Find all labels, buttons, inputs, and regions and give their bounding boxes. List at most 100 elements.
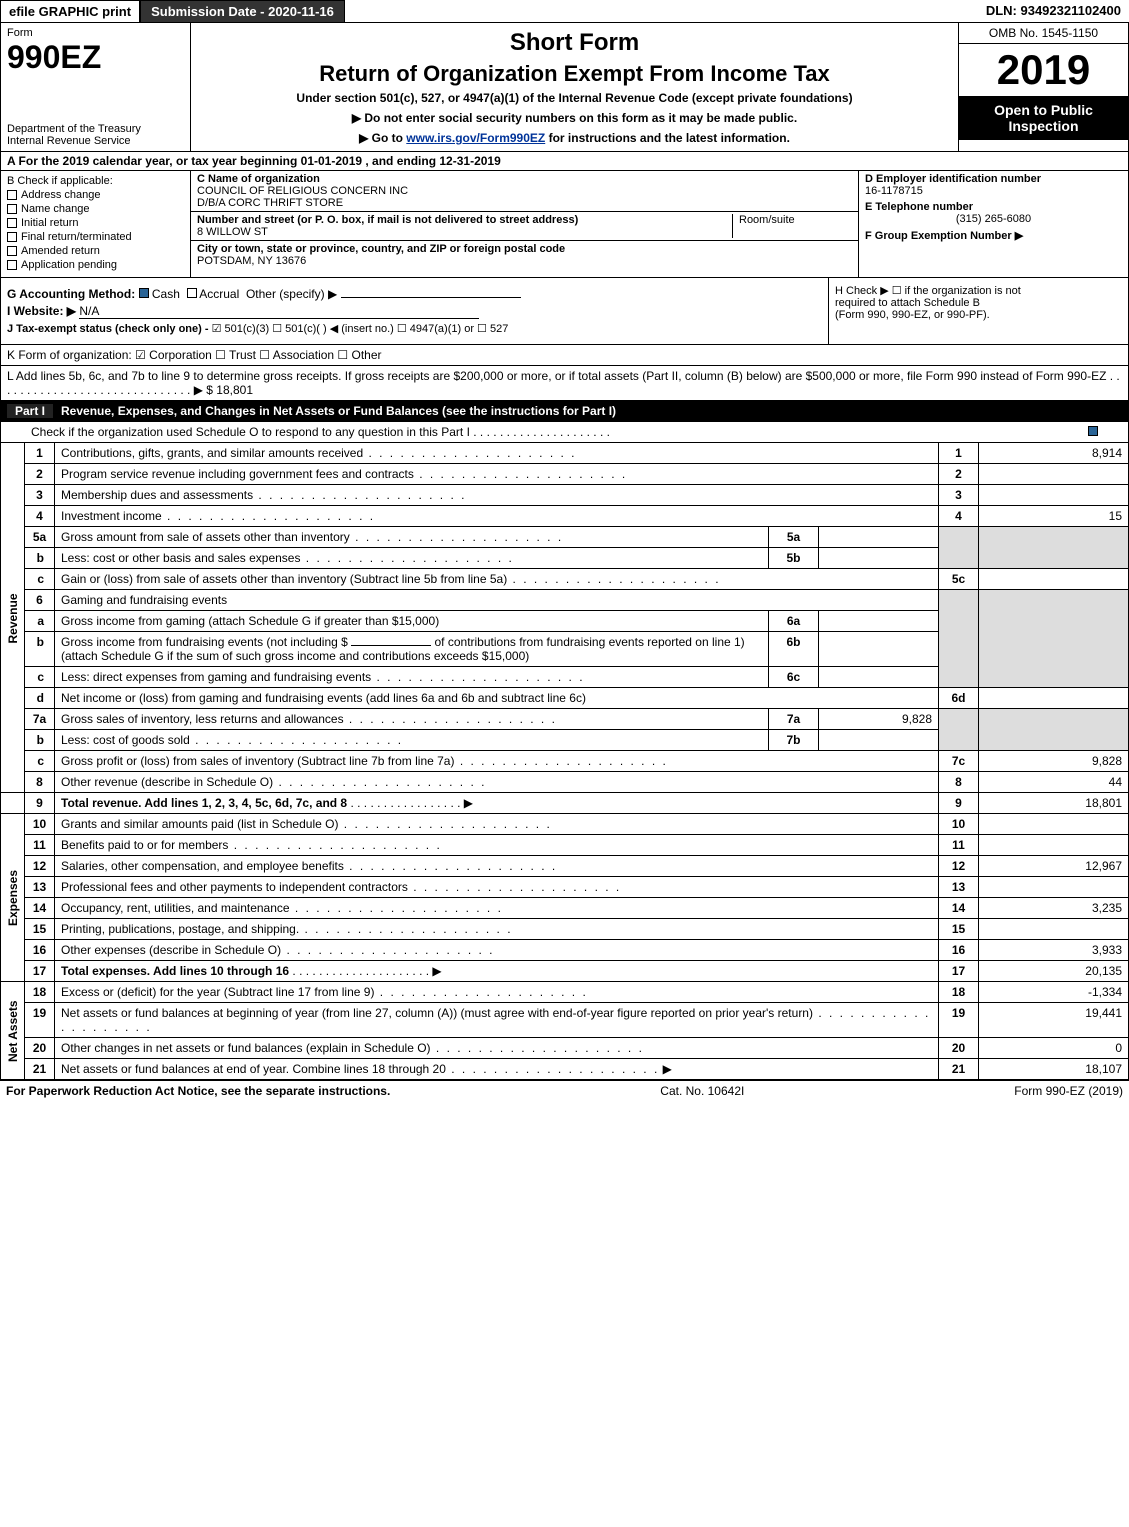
line-num: 13 <box>25 877 55 898</box>
row-l-text: L Add lines 5b, 6c, and 7b to line 9 to … <box>7 369 1120 397</box>
grey-cell <box>939 709 979 751</box>
line-num: 18 <box>25 982 55 1003</box>
checkbox-icon[interactable] <box>7 204 17 214</box>
line-rval: 12,967 <box>979 856 1129 877</box>
line-rnum: 11 <box>939 835 979 856</box>
line-sub: b <box>25 632 55 667</box>
line-7a: 7a Gross sales of inventory, less return… <box>1 709 1129 730</box>
g-col: G Accounting Method: Cash Accrual Other … <box>1 278 828 344</box>
line-desc: Program service revenue including govern… <box>61 467 627 481</box>
line-rnum: 21 <box>939 1059 979 1080</box>
line-20: 20 Other changes in net assets or fund b… <box>1 1038 1129 1059</box>
chk-initial-return[interactable]: Initial return <box>7 217 184 229</box>
line-num: 15 <box>25 919 55 940</box>
line-desc: Other revenue (describe in Schedule O) <box>61 775 486 789</box>
line-5c: c Gain or (loss) from sale of assets oth… <box>1 569 1129 590</box>
dln: DLN: 93492321102400 <box>978 0 1129 23</box>
chk-application-pending[interactable]: Application pending <box>7 259 184 271</box>
header-left: Form 990EZ Department of the Treasury In… <box>1 23 191 151</box>
line-rnum: 4 <box>939 506 979 527</box>
line-rval <box>979 919 1129 940</box>
checkbox-icon[interactable] <box>7 260 17 270</box>
line-13: 13 Professional fees and other payments … <box>1 877 1129 898</box>
line-num: 4 <box>25 506 55 527</box>
grey-cell <box>939 527 979 569</box>
line-rval: 3,235 <box>979 898 1129 919</box>
line-16: 16 Other expenses (describe in Schedule … <box>1 940 1129 961</box>
chk-label: Final return/terminated <box>21 231 132 243</box>
line-num: 10 <box>25 814 55 835</box>
line-5a: 5a Gross amount from sale of assets othe… <box>1 527 1129 548</box>
line-rnum: 14 <box>939 898 979 919</box>
f-label: F Group Exemption Number ▶ <box>865 230 1023 242</box>
checkbox-checked-icon[interactable] <box>139 288 149 298</box>
box-val <box>819 632 939 667</box>
line-2: 2 Program service revenue including gove… <box>1 464 1129 485</box>
box-val <box>819 730 939 751</box>
line-num: 1 <box>25 443 55 464</box>
chk-name-change[interactable]: Name change <box>7 203 184 215</box>
line-rnum: 19 <box>939 1003 979 1038</box>
line-rnum: 7c <box>939 751 979 772</box>
chk-amended-return[interactable]: Amended return <box>7 245 184 257</box>
line-rval: 9,828 <box>979 751 1129 772</box>
col-b: B Check if applicable: Address change Na… <box>1 171 191 277</box>
line-rval <box>979 835 1129 856</box>
line-rval <box>979 569 1129 590</box>
line-rnum: 10 <box>939 814 979 835</box>
footer-left: For Paperwork Reduction Act Notice, see … <box>6 1084 390 1098</box>
l6b-d1: Gross income from fundraising events (no… <box>61 635 348 649</box>
row-l: L Add lines 5b, 6c, and 7b to line 9 to … <box>0 366 1129 401</box>
line-desc: Other expenses (describe in Schedule O) <box>61 943 494 957</box>
footer-mid: Cat. No. 10642I <box>390 1084 1014 1098</box>
goto-line: ▶ Go to www.irs.gov/Form990EZ for instru… <box>201 131 948 145</box>
l6b-blank[interactable] <box>351 645 431 646</box>
grey-cell <box>979 527 1129 569</box>
col-c: C Name of organization COUNCIL OF RELIGI… <box>191 171 858 277</box>
line-10: Expenses 10 Grants and similar amounts p… <box>1 814 1129 835</box>
header-center: Short Form Return of Organization Exempt… <box>191 23 958 151</box>
chk-label: Application pending <box>21 259 117 271</box>
dept-treasury: Department of the Treasury Internal Reve… <box>7 123 184 147</box>
donot-ssn: ▶ Do not enter social security numbers o… <box>201 111 948 125</box>
box-label: 5a <box>769 527 819 548</box>
line-15: 15 Printing, publications, postage, and … <box>1 919 1129 940</box>
line-a: A For the 2019 calendar year, or tax yea… <box>0 152 1129 171</box>
goto-pre: ▶ Go to <box>359 131 406 145</box>
line-12: 12 Salaries, other compensation, and emp… <box>1 856 1129 877</box>
return-title: Return of Organization Exempt From Incom… <box>201 61 948 87</box>
checkbox-icon[interactable] <box>7 218 17 228</box>
line-rnum: 15 <box>939 919 979 940</box>
efile-print-button[interactable]: efile GRAPHIC print <box>0 0 140 23</box>
line-desc: Less: direct expenses from gaming and fu… <box>61 670 585 684</box>
checkbox-icon[interactable] <box>7 246 17 256</box>
line-sub: a <box>25 611 55 632</box>
line-desc: Membership dues and assessments <box>61 488 466 502</box>
part1-sub-chk[interactable] <box>1088 425 1098 439</box>
line-num: 2 <box>25 464 55 485</box>
chk-address-change[interactable]: Address change <box>7 189 184 201</box>
g-cash: Cash <box>152 287 180 301</box>
box-label: 6c <box>769 667 819 688</box>
line-rval: 0 <box>979 1038 1129 1059</box>
chk-label: Initial return <box>21 217 78 229</box>
line-sub: b <box>25 548 55 569</box>
submission-date: Submission Date - 2020-11-16 <box>140 0 345 23</box>
checkbox-icon[interactable] <box>187 288 197 298</box>
org-name: COUNCIL OF RELIGIOUS CONCERN INC <box>197 185 408 197</box>
short-form-title: Short Form <box>201 29 948 57</box>
i-website: I Website: ▶ N/A <box>7 304 822 319</box>
checkbox-icon[interactable] <box>7 232 17 242</box>
line-rnum: 13 <box>939 877 979 898</box>
checkbox-icon[interactable] <box>7 190 17 200</box>
goto-link[interactable]: www.irs.gov/Form990EZ <box>406 131 545 145</box>
line-19: 19 Net assets or fund balances at beginn… <box>1 1003 1129 1038</box>
chk-final-return[interactable]: Final return/terminated <box>7 231 184 243</box>
g-other-input[interactable] <box>341 297 521 298</box>
form-header: Form 990EZ Department of the Treasury In… <box>0 23 1129 152</box>
line-desc: Less: cost or other basis and sales expe… <box>61 551 514 565</box>
line-4: 4 Investment income 4 15 <box>1 506 1129 527</box>
i-label: I Website: ▶ <box>7 304 76 318</box>
line-rval: 18,107 <box>979 1059 1129 1080</box>
line-desc: Gross profit or (loss) from sales of inv… <box>61 754 668 768</box>
